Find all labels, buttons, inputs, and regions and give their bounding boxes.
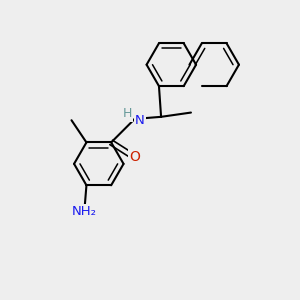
Text: N: N	[135, 114, 145, 127]
Text: NH₂: NH₂	[72, 205, 97, 218]
Text: O: O	[129, 150, 140, 164]
Text: H: H	[122, 107, 132, 120]
